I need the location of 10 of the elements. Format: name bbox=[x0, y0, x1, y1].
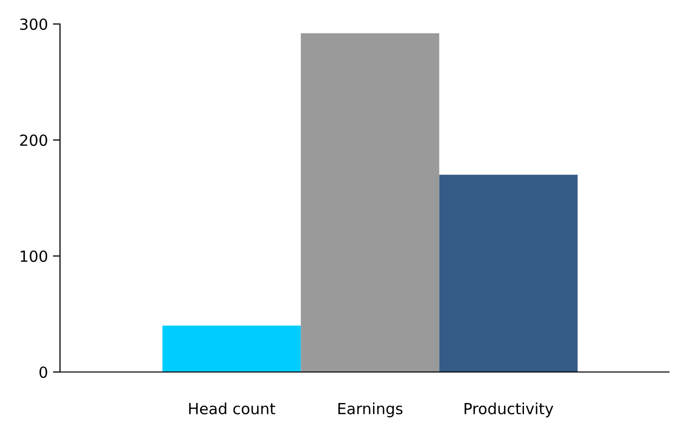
bar bbox=[300, 33, 440, 372]
bar bbox=[162, 326, 301, 372]
x-tick-label: Head count bbox=[189, 402, 276, 414]
y-tick-label: 200 bbox=[20, 134, 48, 146]
y-tick-label: 300 bbox=[20, 18, 48, 30]
y-tick-label: 0 bbox=[39, 366, 48, 378]
bar bbox=[439, 174, 578, 372]
x-tick-label: Productivity bbox=[464, 402, 554, 418]
y-tick-label: 100 bbox=[20, 250, 48, 262]
x-tick-label: Earnings bbox=[338, 402, 402, 418]
